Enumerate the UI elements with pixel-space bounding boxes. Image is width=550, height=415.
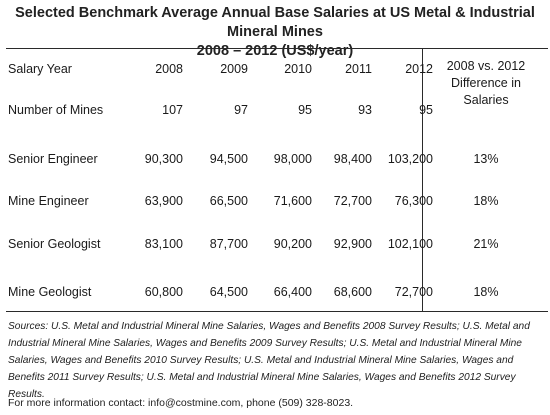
salary-2008: 83,100 bbox=[144, 237, 183, 251]
salary-2008: 60,800 bbox=[144, 285, 183, 299]
title-line-2: 2008 – 2012 (US$/year) bbox=[196, 43, 354, 59]
table-bottom-rule bbox=[6, 311, 548, 312]
salary-2010: 71,600 bbox=[273, 194, 312, 208]
header-year-2010: 2010 bbox=[284, 62, 312, 76]
table-top-rule bbox=[6, 48, 548, 49]
page-title: Selected Benchmark Average Annual Base S… bbox=[0, 4, 550, 61]
salary-difference: 18% bbox=[473, 194, 499, 208]
header-year-2008: 2008 bbox=[155, 62, 183, 76]
contact-info: For more information contact: info@costm… bbox=[8, 397, 354, 409]
header-year-2009: 2009 bbox=[220, 62, 248, 76]
salary-2009: 94,500 bbox=[209, 152, 248, 166]
header-difference-line-3: Salaries bbox=[463, 93, 509, 107]
mines-2012: 95 bbox=[419, 103, 433, 117]
salary-difference: 13% bbox=[473, 152, 499, 166]
salary-2011: 68,600 bbox=[333, 285, 372, 299]
difference-column-divider bbox=[422, 48, 423, 311]
mines-2008: 107 bbox=[162, 103, 183, 117]
mines-2009: 97 bbox=[234, 103, 248, 117]
salary-2011: 72,700 bbox=[333, 194, 372, 208]
row-label: Mine Engineer bbox=[8, 194, 89, 208]
salary-difference: 21% bbox=[473, 237, 499, 251]
salary-2012: 76,300 bbox=[394, 194, 433, 208]
header-difference-line-2: Difference in bbox=[451, 76, 521, 90]
mines-2011: 93 bbox=[358, 103, 372, 117]
row-label-number-of-mines: Number of Mines bbox=[8, 103, 104, 117]
salary-2008: 63,900 bbox=[144, 194, 183, 208]
header-year-2011: 2011 bbox=[345, 62, 372, 76]
salary-2010: 90,200 bbox=[273, 237, 312, 251]
salary-2009: 66,500 bbox=[209, 194, 248, 208]
salary-2012: 103,200 bbox=[387, 152, 433, 166]
salary-2011: 92,900 bbox=[333, 237, 372, 251]
salary-2009: 87,700 bbox=[209, 237, 248, 251]
salary-2010: 66,400 bbox=[273, 285, 312, 299]
salary-2009: 64,500 bbox=[209, 285, 248, 299]
row-label: Senior Engineer bbox=[8, 152, 98, 166]
salary-2012: 102,100 bbox=[387, 237, 433, 251]
salary-2008: 90,300 bbox=[144, 152, 183, 166]
header-difference-line-1: 2008 vs. 2012 bbox=[446, 59, 526, 73]
sources-note: Sources: U.S. Metal and Industrial Miner… bbox=[8, 321, 530, 400]
title-line-1: Selected Benchmark Average Annual Base S… bbox=[15, 5, 535, 40]
row-label: Senior Geologist bbox=[8, 237, 101, 251]
salary-difference: 18% bbox=[473, 285, 499, 299]
header-difference: 2008 vs. 2012 Difference in Salaries bbox=[424, 58, 548, 109]
salary-2010: 98,000 bbox=[273, 152, 312, 166]
salary-2011: 98,400 bbox=[333, 152, 372, 166]
header-year-2012: 2012 bbox=[405, 62, 433, 76]
row-label: Mine Geologist bbox=[8, 285, 92, 299]
salary-2012: 72,700 bbox=[394, 285, 433, 299]
header-salary-year: Salary Year bbox=[8, 62, 72, 76]
mines-2010: 95 bbox=[298, 103, 312, 117]
